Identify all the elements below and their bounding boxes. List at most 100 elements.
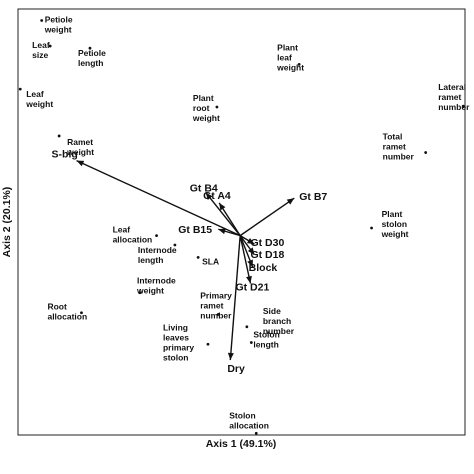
vector-line-gt-b4 bbox=[205, 192, 241, 237]
point-marker-root-allocation bbox=[80, 311, 83, 315]
point-marker-side-branch-number bbox=[245, 325, 249, 329]
x-axis-label: Axis 1 (49.1%) bbox=[206, 438, 277, 450]
point-sla: SLA bbox=[196, 255, 219, 266]
point-stolon-length: Stolon length bbox=[249, 330, 280, 350]
vector-arrowhead-gt-d18 bbox=[247, 247, 255, 255]
point-label-side-branch-number: Side branch number bbox=[263, 306, 295, 336]
point-marker-plant-stolon-weight bbox=[370, 226, 373, 230]
point-leaf-allocation: Leaf allocation bbox=[113, 225, 158, 245]
point-label-leaf-size: Leaf size bbox=[32, 40, 50, 60]
vector-label-dry: Dry bbox=[227, 363, 245, 375]
vector-arrowhead-s-big bbox=[76, 160, 85, 167]
point-label-internode-weight: Internode weight bbox=[136, 276, 176, 296]
vector-gt-b15: Gt B15 bbox=[178, 224, 241, 237]
point-leaf-size: Leaf size bbox=[32, 40, 52, 60]
vector-arrowhead-gt-b7 bbox=[286, 198, 295, 205]
vector-label-gt-d21: Gt D21 bbox=[235, 281, 269, 293]
vector-label-s-big: S-big bbox=[52, 149, 78, 161]
vector-line-gt-d21 bbox=[239, 235, 252, 284]
point-label-root-allocation: Root allocation bbox=[47, 302, 87, 322]
point-internode-length: Internode length bbox=[138, 243, 177, 265]
point-marker-internode-weight bbox=[138, 291, 142, 295]
point-label-plant-leaf-weight: Plant leaf weight bbox=[276, 42, 304, 72]
point-ramet-weight: Ramet weight bbox=[57, 134, 94, 157]
point-marker-stolon-allocation bbox=[254, 431, 258, 435]
point-marker-stolon-length bbox=[249, 341, 253, 344]
point-petiole-length: Petiole length bbox=[78, 46, 106, 68]
point-living-leaves-primary-stolon: Living leaves primary stolon bbox=[163, 322, 210, 362]
point-root-allocation: Root allocation bbox=[47, 302, 87, 322]
vector-arrowhead-gt-d30 bbox=[246, 237, 255, 245]
point-label-plant-stolon-weight: Plant stolon weight bbox=[381, 209, 409, 239]
point-label-leaf-weight: Leaf weight bbox=[25, 89, 53, 109]
vector-label-gt-a4: Gt A4 bbox=[203, 190, 231, 202]
vector-label-gt-b4: Gt B4 bbox=[190, 183, 218, 195]
vector-arrowhead-block bbox=[247, 259, 253, 268]
vector-line-gt-b7 bbox=[239, 197, 295, 237]
vector-arrowhead-gt-a4 bbox=[219, 202, 226, 211]
point-label-leaf-allocation: Leaf allocation bbox=[113, 225, 153, 245]
point-label-ramet-weight: Ramet weight bbox=[66, 137, 94, 157]
point-primary-ramet-number: Primary ramet number bbox=[200, 290, 232, 320]
vector-label-gt-b7: Gt B7 bbox=[299, 191, 327, 203]
vector-gt-d30: Gt D30 bbox=[239, 235, 284, 249]
point-label-stolon-allocation: Stolon allocation bbox=[229, 410, 269, 430]
vector-label-gt-d30: Gt D30 bbox=[250, 237, 284, 249]
point-marker-plant-root-weight bbox=[215, 105, 219, 109]
vector-dry: Dry bbox=[227, 235, 245, 375]
point-plant-stolon-weight: Plant stolon weight bbox=[370, 209, 409, 239]
point-label-internode-length: Internode length bbox=[138, 245, 177, 265]
vector-gt-d21: Gt D21 bbox=[235, 235, 269, 293]
plot-frame bbox=[17, 8, 466, 436]
point-label-stolon-length: Stolon length bbox=[253, 330, 279, 350]
vector-label-gt-b15: Gt B15 bbox=[178, 224, 212, 236]
point-marker-petiole-weight bbox=[40, 19, 44, 22]
point-plant-root-weight: Plant root weight bbox=[192, 93, 220, 123]
point-label-lateral-ramet-number: Lateral ramet number bbox=[438, 82, 470, 112]
point-marker-sla bbox=[196, 255, 200, 259]
vector-label-block: Block bbox=[249, 262, 278, 274]
point-label-primary-ramet-number: Primary ramet number bbox=[200, 290, 232, 320]
vector-arrowhead-gt-d21 bbox=[246, 275, 252, 284]
vector-line-dry bbox=[229, 235, 241, 361]
vector-arrowhead-gt-b15 bbox=[218, 228, 226, 235]
point-marker-leaf-weight bbox=[18, 87, 22, 91]
point-label-total-ramet-number: Total ramet number bbox=[383, 132, 415, 162]
vector-arrowhead-gt-b4 bbox=[205, 192, 213, 200]
vector-line-s-big bbox=[76, 160, 241, 237]
point-leaf-weight: Leaf weight bbox=[18, 87, 53, 109]
point-marker-plant-leaf-weight bbox=[297, 62, 301, 66]
point-marker-leaf-allocation bbox=[155, 234, 158, 238]
vector-gt-b4: Gt B4 bbox=[190, 183, 241, 237]
point-internode-weight: Internode weight bbox=[136, 276, 176, 296]
vector-gt-a4: Gt A4 bbox=[203, 190, 241, 237]
point-marker-internode-length bbox=[173, 243, 177, 247]
point-lateral-ramet-number: Lateral ramet number bbox=[438, 82, 470, 112]
vector-arrowhead-dry bbox=[227, 352, 234, 361]
point-stolon-allocation: Stolon allocation bbox=[229, 410, 269, 435]
point-marker-ramet-weight bbox=[57, 134, 61, 138]
point-label-plant-root-weight: Plant root weight bbox=[192, 93, 220, 123]
point-total-ramet-number: Total ramet number bbox=[383, 132, 428, 162]
point-label-petiole-length: Petiole length bbox=[78, 48, 106, 68]
point-marker-petiole-length bbox=[88, 46, 92, 50]
vector-s-big: S-big bbox=[52, 149, 241, 237]
point-label-living-leaves-primary-stolon: Living leaves primary stolon bbox=[163, 322, 194, 362]
point-label-petiole-weight: Petiole weight bbox=[44, 15, 73, 35]
point-marker-living-leaves-primary-stolon bbox=[206, 342, 210, 346]
point-petiole-weight: Petiole weight bbox=[40, 15, 73, 35]
trait-points: Petiole weight Leaf size Petiole length Leaf we… bbox=[18, 15, 470, 435]
vector-block: Block bbox=[239, 235, 278, 274]
point-plant-leaf-weight: Plant leaf weight bbox=[276, 42, 304, 72]
point-label-sla: SLA bbox=[202, 256, 219, 266]
point-side-branch-number: Side branch number bbox=[245, 306, 295, 336]
vector-label-gt-d18: Gt D18 bbox=[250, 249, 284, 261]
vector-gt-b7: Gt B7 bbox=[239, 191, 327, 237]
y-axis-label: Axis 2 (20.1%) bbox=[1, 187, 13, 258]
point-marker-lateral-ramet-number bbox=[461, 104, 465, 108]
vector-gt-d18: Gt D18 bbox=[239, 235, 284, 261]
point-marker-primary-ramet-number bbox=[216, 313, 220, 316]
point-marker-total-ramet-number bbox=[424, 151, 428, 154]
